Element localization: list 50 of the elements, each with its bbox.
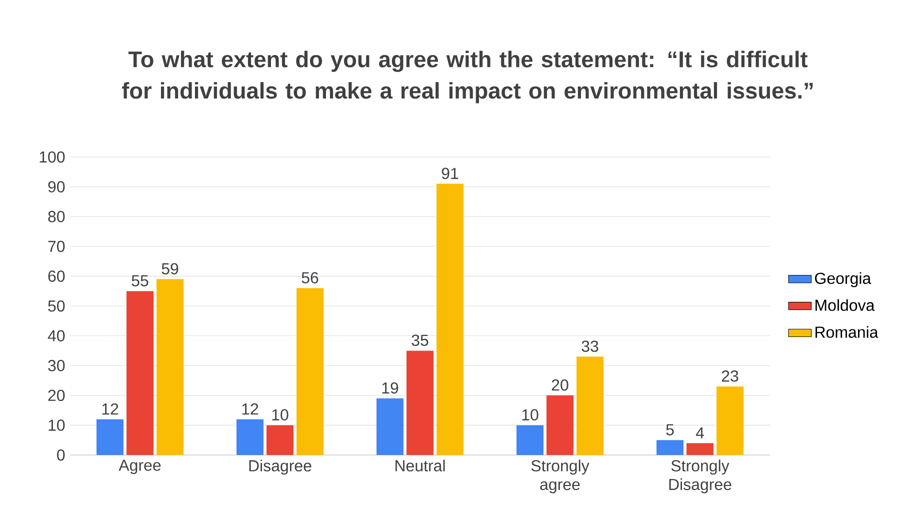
data-label: 59	[162, 263, 178, 274]
data-label: 5	[666, 424, 674, 436]
bar	[546, 395, 574, 455]
bar	[126, 291, 154, 455]
data-label: 33	[582, 340, 598, 352]
y-tick-label: 10	[48, 420, 65, 431]
bar	[96, 419, 124, 455]
y-tick-label: 30	[48, 360, 65, 372]
bar	[656, 440, 684, 455]
y-tick-label: 0	[57, 449, 65, 461]
data-label: 12	[242, 403, 258, 415]
legend-label: Moldova	[816, 299, 875, 311]
data-label: 12	[102, 403, 118, 415]
legend-label: Romania	[816, 326, 878, 338]
x-tick-label: Strongly agree	[531, 460, 590, 494]
y-tick-label: 50	[48, 300, 65, 312]
data-label: 23	[722, 370, 738, 382]
bar	[266, 425, 294, 455]
y-tick-label: 60	[48, 270, 65, 282]
bar	[296, 288, 324, 455]
data-label: 10	[522, 409, 538, 420]
y-tick-label: 90	[48, 181, 65, 192]
bar	[236, 419, 264, 455]
y-tick-label: 20	[48, 390, 65, 402]
data-label: 10	[272, 409, 288, 420]
chart-title: To what extent do you agree with the statement: “It is difficult for individuals to make a real impact on environmental issues.”	[122, 50, 813, 104]
data-label: 20	[552, 379, 568, 391]
bar	[576, 356, 604, 455]
x-tick-label: Strongly Disagree	[669, 460, 732, 494]
y-tick-label: 70	[48, 240, 65, 252]
bar	[406, 350, 434, 455]
bar	[156, 279, 184, 455]
bar	[436, 184, 464, 455]
data-label: 35	[412, 334, 428, 346]
data-label: 56	[302, 272, 318, 284]
data-label: 4	[696, 427, 704, 438]
bar	[516, 425, 544, 455]
bar	[716, 386, 744, 455]
y-tick-label: 40	[48, 330, 65, 342]
x-tick-label: Disagree	[249, 460, 312, 475]
bar	[686, 443, 714, 455]
y-tick-label: 80	[48, 210, 65, 222]
y-tick-label: 100	[40, 151, 65, 163]
legend-label: Georgia	[815, 272, 872, 288]
data-label: 55	[132, 275, 148, 286]
x-tick-label: Agree	[118, 460, 161, 474]
bar	[376, 398, 404, 455]
x-tick-label: Neutral	[396, 460, 445, 472]
data-label: 19	[382, 382, 398, 394]
data-label: 91	[442, 168, 458, 180]
